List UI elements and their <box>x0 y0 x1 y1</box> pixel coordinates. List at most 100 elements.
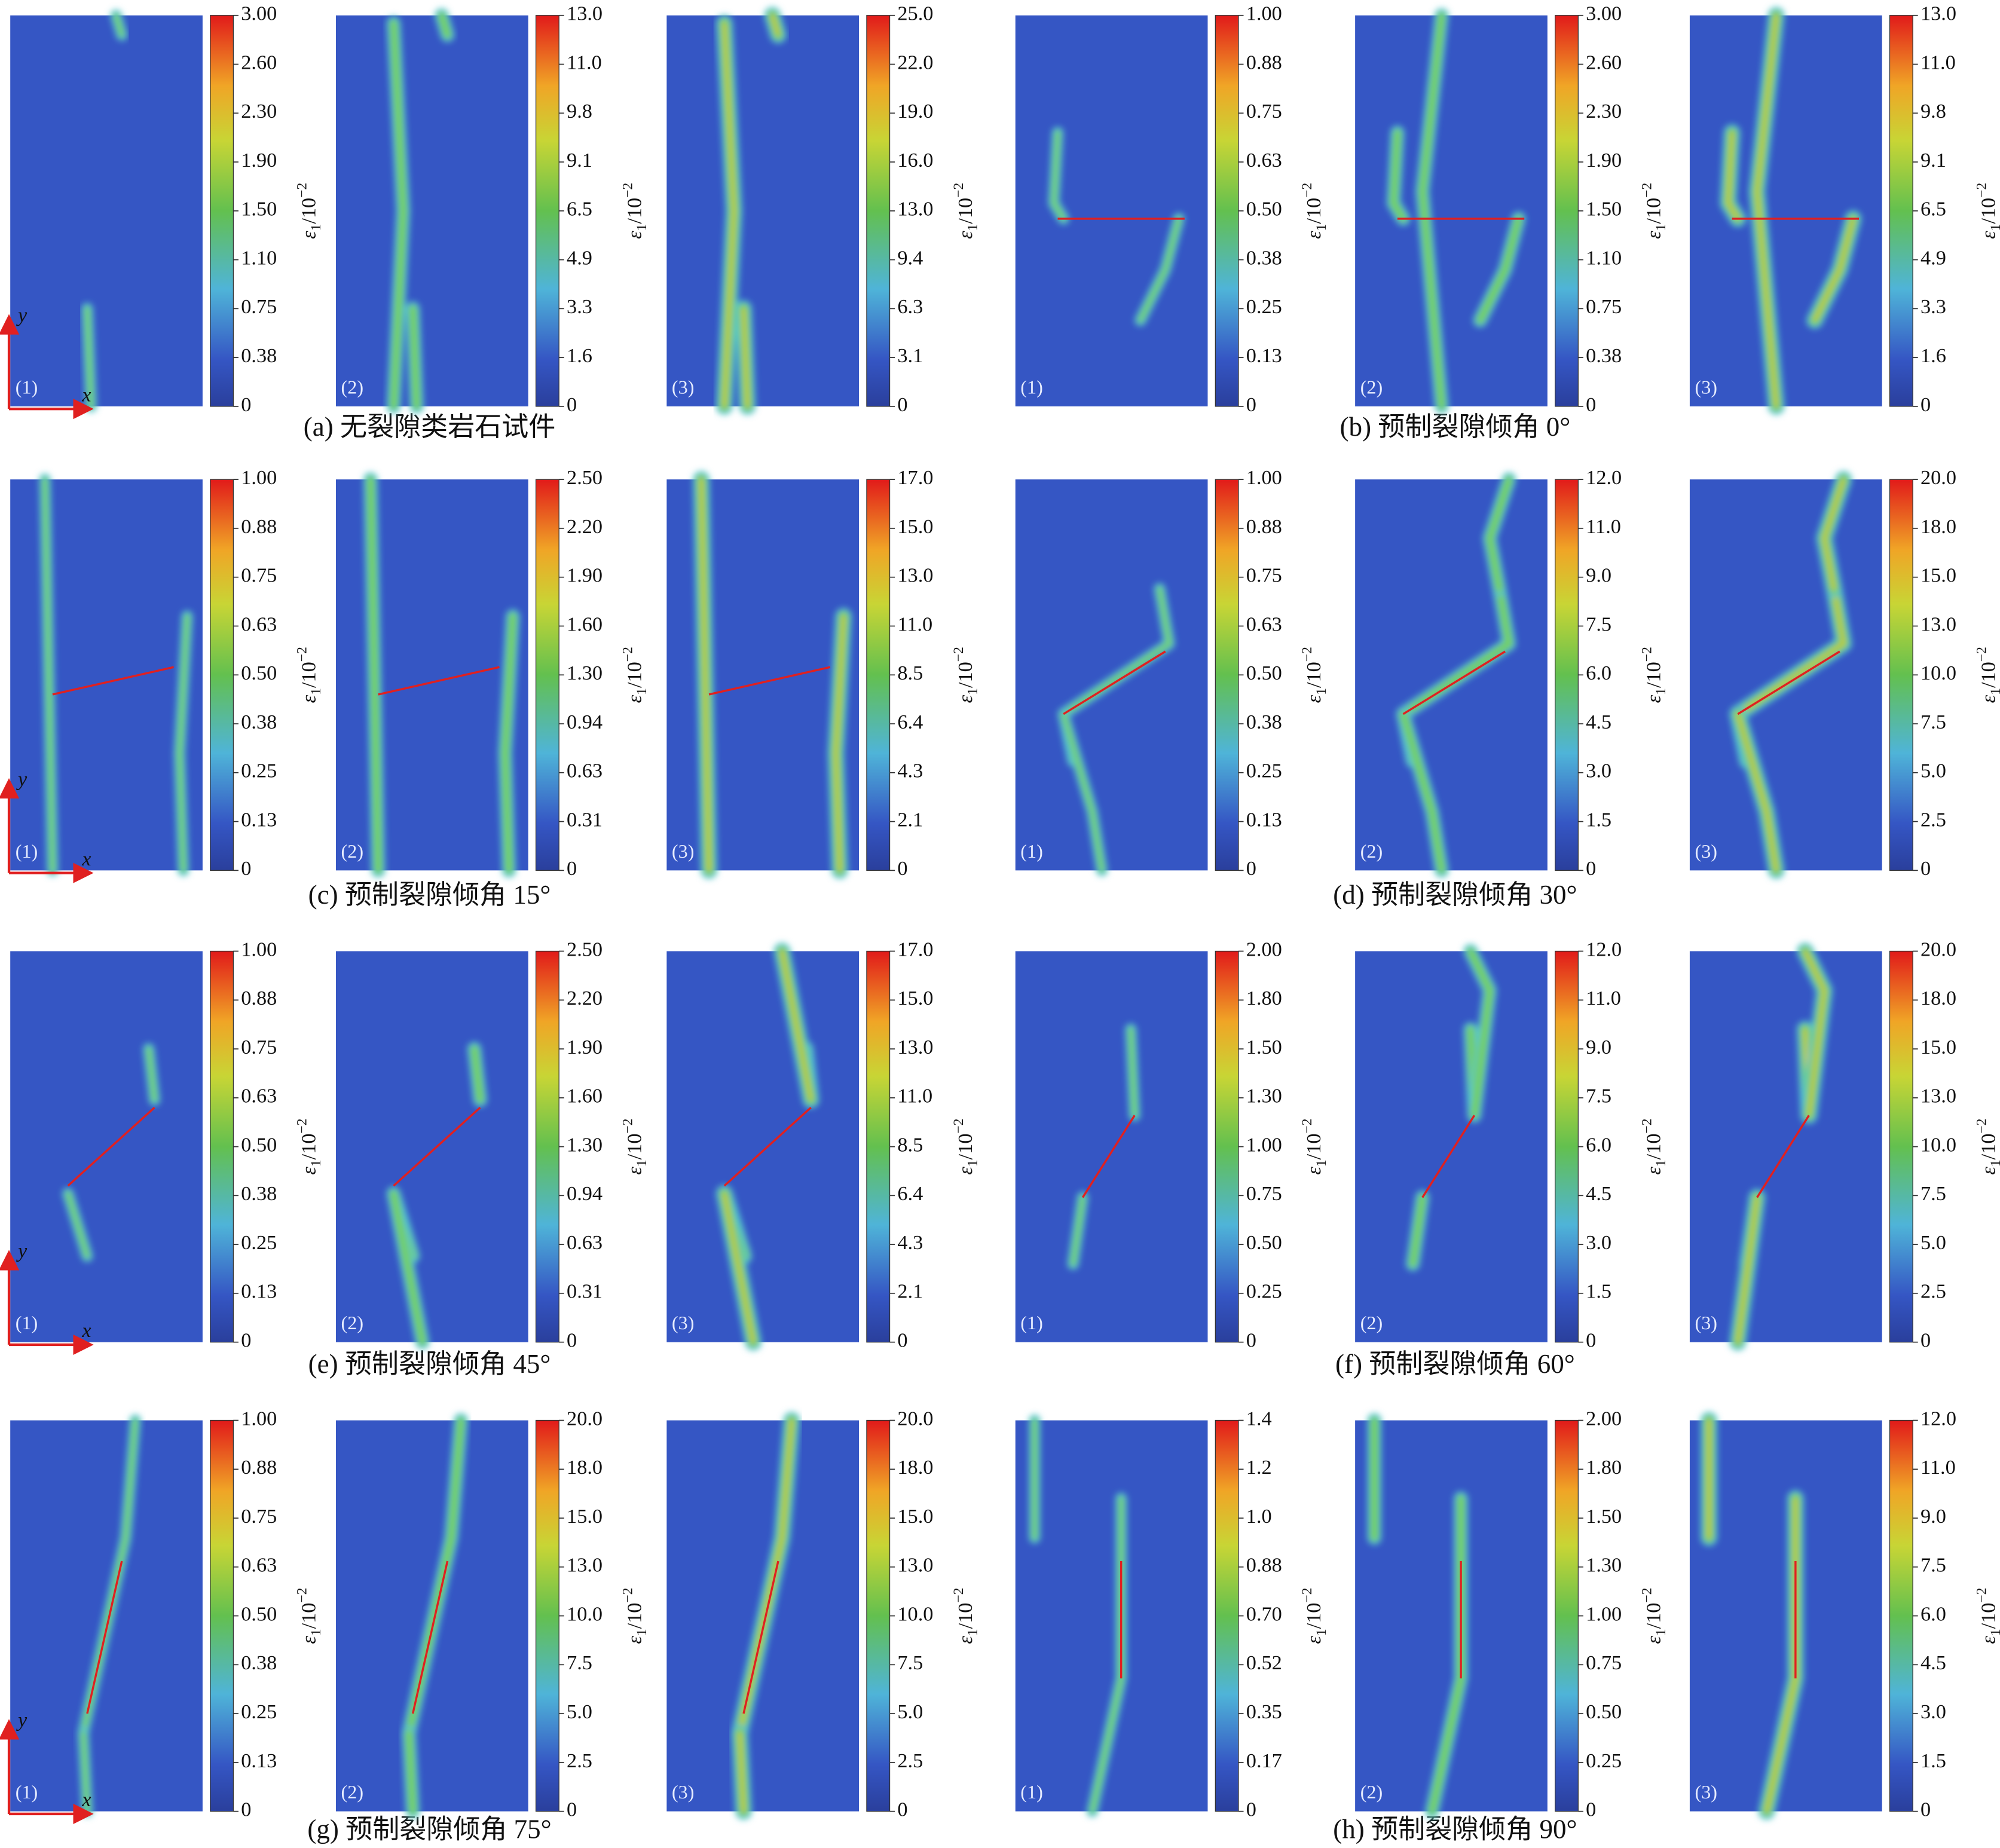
colorbar-tick-label: 6.0 <box>1921 1602 1946 1625</box>
band-core <box>81 1730 90 1814</box>
colorbar-tick-label: 2.30 <box>241 100 277 123</box>
strain-bands <box>1396 472 1516 878</box>
axis-subscript: 1 <box>308 224 324 231</box>
colorbar-tick-label: 1.6 <box>567 344 592 367</box>
colorbar-tick-label: 1.00 <box>241 466 277 489</box>
strain-field <box>335 15 528 406</box>
axis-symbol: ε <box>1643 1167 1665 1175</box>
colorbar-tick-label: 0 <box>1246 393 1256 416</box>
strain-field <box>10 951 203 1342</box>
colorbar-tick-label: 4.9 <box>1921 246 1946 269</box>
strain-bands <box>386 1042 488 1350</box>
colorbar <box>866 15 891 407</box>
colorbar-tick-label: 15.0 <box>1921 1036 1956 1058</box>
preexisting-crack <box>393 1106 481 1187</box>
colorbar-tick-label: 10.0 <box>567 1602 603 1625</box>
colorbar <box>866 479 891 871</box>
colorbar-tick-label: 0.63 <box>241 1085 277 1107</box>
colorbar-tick-label: 6.5 <box>1921 198 1946 221</box>
strain-panel: (3) 20.0 18.0 15.0 13.0 10.0 7.5 5.0 2.5 0 ε1/10−2 <box>1689 938 2000 1352</box>
axis-subscript: 1 <box>308 688 324 695</box>
panel-label: (1) <box>16 1312 38 1333</box>
colorbar <box>535 950 559 1343</box>
strain-bands <box>693 471 852 879</box>
colorbar-axis-label: ε1/10−2 <box>620 647 650 703</box>
colorbar-tick-label: 11.0 <box>897 613 932 635</box>
colorbar-tick-label: 18.0 <box>567 1456 603 1479</box>
strain-field <box>1015 951 1208 1342</box>
colorbar-tick-label: 0.38 <box>241 1651 277 1674</box>
preexisting-crack <box>1421 1115 1476 1198</box>
panel-label: (1) <box>1020 1781 1043 1803</box>
colorbar-axis-label: ε1/10−2 <box>951 1118 981 1174</box>
preexisting-crack <box>52 666 175 696</box>
colorbar-tick-label: 0.50 <box>1246 662 1282 684</box>
colorbar-tick-label: 5.0 <box>567 1700 592 1723</box>
panel-label: (2) <box>1360 1312 1383 1333</box>
axis-subscript: 1 <box>965 688 980 695</box>
colorbar-tick-label: 8.5 <box>897 1133 923 1156</box>
colorbar-tick-label: 2.20 <box>567 987 603 1009</box>
colorbar <box>1889 15 1913 407</box>
strain-bands <box>1720 7 1862 415</box>
axis-base: /10 <box>1977 198 1999 224</box>
axis-symbol: ε <box>1643 1636 1665 1644</box>
colorbar-tick-label: 1.80 <box>1246 987 1282 1009</box>
colorbar-tick-label: 1.00 <box>1246 2 1282 25</box>
strain-panel: (3) 17.0 15.0 13.0 11.0 8.5 6.4 4.3 2.1 0 ε1/10−2 <box>666 466 980 880</box>
strain-panel: (3) 20.0 18.0 15.0 13.0 10.0 7.5 5.0 2.5 0 ε1/10−2 <box>666 1407 980 1821</box>
axis-symbol: ε <box>954 1636 977 1644</box>
band-peak <box>723 22 736 408</box>
band-core <box>1485 475 1513 593</box>
strain-field <box>10 479 203 871</box>
axis-symbol: ε <box>1643 694 1665 703</box>
colorbar-tick-label: 1.90 <box>567 564 603 587</box>
colorbar-tick-label: 0.88 <box>241 1456 277 1479</box>
colorbar-axis-label: ε1/10−2 <box>1640 647 1669 703</box>
axis-superscript: −2 <box>1974 183 1989 198</box>
axis-base: /10 <box>623 662 646 688</box>
axis-symbol: ε <box>298 1167 320 1175</box>
band-peak <box>700 478 711 872</box>
axis-subscript: 1 <box>965 1629 980 1636</box>
colorbar-tick-label: 6.5 <box>567 198 592 221</box>
colorbar-tick-label: 0.25 <box>241 760 277 782</box>
colorbar-axis-label: ε1/10−2 <box>620 1587 650 1644</box>
colorbar-tick-label: 0.13 <box>241 808 277 831</box>
strain-panel: (2) 13.0 11.0 9.8 9.1 6.5 4.9 3.3 1.6 0 ε1/10−2 <box>335 2 650 416</box>
caption: (d) 预制裂隙倾角 30° <box>1333 880 1577 910</box>
colorbar-tick-label: 0.38 <box>241 1182 277 1205</box>
colorbar-tick-label: 1.90 <box>567 1036 603 1058</box>
axis-base: /10 <box>954 662 977 688</box>
strain-bands <box>81 10 128 412</box>
axis-superscript: −2 <box>295 647 310 662</box>
band-core <box>438 11 452 39</box>
colorbar-axis-label: ε1/10−2 <box>1299 647 1329 703</box>
band-core <box>390 19 408 411</box>
caption: (b) 预制裂隙倾角 0° <box>1340 412 1571 442</box>
colorbar-tick-label: 7.5 <box>1586 1085 1611 1107</box>
colorbar-tick-label: 2.1 <box>897 1280 923 1303</box>
axis-symbol: ε <box>1977 694 1999 703</box>
colorbar <box>1555 1419 1579 1812</box>
colorbar-tick-label: 0 <box>241 1329 251 1352</box>
strain-field <box>666 951 860 1342</box>
panel-label: (2) <box>341 1781 364 1803</box>
panel-label: (2) <box>341 840 364 862</box>
axis-base: /10 <box>1643 662 1665 688</box>
colorbar-tick-label: 3.3 <box>1921 295 1946 318</box>
strain-bands <box>1067 1023 1140 1270</box>
band-core <box>84 306 94 409</box>
preexisting-crack <box>378 666 500 696</box>
colorbar-tick-label: 2.60 <box>1586 51 1622 74</box>
colorbar-tick-label: 7.5 <box>1921 711 1946 733</box>
band-core <box>1070 1195 1085 1267</box>
colorbar-tick-label: 0 <box>1586 1798 1596 1821</box>
axis-base: /10 <box>623 1134 646 1160</box>
panel-label: (3) <box>672 376 695 397</box>
colorbar <box>210 1419 234 1812</box>
colorbar-tick-label: 7.5 <box>1586 613 1611 635</box>
colorbar <box>866 950 891 1343</box>
panel-label: (3) <box>1695 376 1718 397</box>
colorbar-tick-label: 18.0 <box>1921 987 1956 1009</box>
